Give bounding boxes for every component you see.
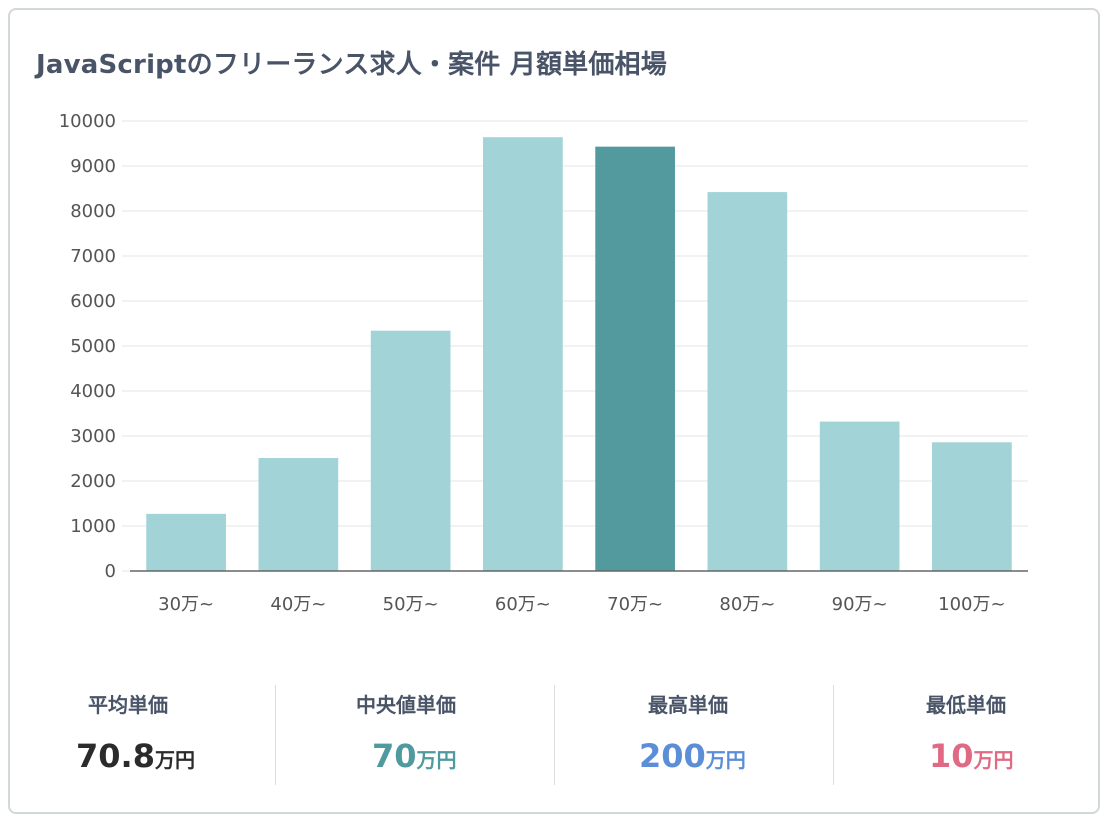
bar	[932, 442, 1012, 571]
y-tick-label: 4000	[70, 381, 116, 402]
stat-number-max: 200	[639, 737, 706, 775]
x-tick-label: 80万~	[719, 594, 775, 615]
stats-row: 平均単価 70.8万円 中央値単価 70万円 最高単価 200万円 最低単価 1…	[0, 685, 1110, 785]
x-tick-label: 60万~	[495, 594, 551, 615]
stat-value-min: 10万円	[929, 737, 1014, 775]
y-tick-label: 10000	[59, 111, 116, 132]
stat-value-max: 200万円	[639, 737, 746, 775]
y-tick-label: 7000	[70, 246, 116, 267]
stat-number-average: 70.8	[76, 737, 155, 775]
stat-unit-min: 万円	[973, 748, 1014, 772]
stat-value-median: 70万円	[372, 737, 457, 775]
chart-title: JavaScriptのフリーランス求人・案件 月額単価相場	[36, 50, 667, 80]
bar	[483, 137, 563, 571]
stat-average: 平均単価 70.8万円	[0, 685, 275, 785]
x-tick-label: 100万~	[938, 594, 1005, 615]
x-tick-label: 70万~	[607, 594, 663, 615]
y-tick-label: 2000	[70, 471, 116, 492]
bar	[707, 192, 788, 571]
stat-value-average: 70.8万円	[76, 737, 195, 775]
x-tick-label: 90万~	[832, 594, 888, 615]
bar-chart: 0 1000 2000 3000 4000 5000 6000 7000 8000 9000 100…	[59, 111, 1028, 615]
y-tick-label: 5000	[70, 336, 116, 357]
stat-divider	[554, 685, 555, 785]
stat-label-max: 最高単価	[648, 693, 728, 717]
stat-number-min: 10	[929, 737, 974, 775]
y-tick-label: 9000	[70, 156, 116, 177]
bar	[595, 146, 675, 571]
y-tick-label: 8000	[70, 201, 116, 222]
y-tick-label: 6000	[70, 291, 116, 312]
bar	[819, 421, 900, 571]
bar	[146, 513, 226, 571]
stat-unit-median: 万円	[416, 748, 457, 772]
stat-label-median: 中央値単価	[356, 693, 456, 717]
y-tick-label: 3000	[70, 426, 116, 447]
stat-number-median: 70	[372, 737, 417, 775]
stat-max: 最高単価 200万円	[555, 685, 833, 785]
bar	[258, 458, 339, 571]
stat-unit-max: 万円	[705, 748, 746, 772]
stat-min: 最低単価 10万円	[834, 685, 1104, 785]
stat-divider	[833, 685, 834, 785]
stat-median: 中央値単価 70万円	[276, 685, 554, 785]
bar	[370, 330, 451, 571]
stat-label-average: 平均単価	[88, 693, 168, 717]
x-tick-label: 50万~	[383, 594, 439, 615]
x-tick-label: 40万~	[270, 594, 326, 615]
y-tick-label: 1000	[70, 516, 116, 537]
x-tick-label: 30万~	[158, 594, 214, 615]
y-tick-label: 0	[105, 561, 116, 582]
stat-label-min: 最低単価	[926, 693, 1006, 717]
stat-divider	[275, 685, 276, 785]
stat-unit-average: 万円	[154, 748, 195, 772]
